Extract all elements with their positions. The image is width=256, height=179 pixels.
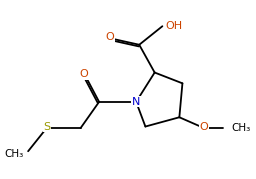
Text: O: O (200, 122, 208, 132)
Text: CH₃: CH₃ (232, 123, 251, 133)
Text: OH: OH (165, 21, 183, 31)
Text: O: O (79, 69, 88, 79)
Text: N: N (132, 97, 140, 107)
Text: CH₃: CH₃ (4, 149, 24, 159)
Text: O: O (105, 32, 114, 42)
Text: S: S (43, 122, 50, 132)
